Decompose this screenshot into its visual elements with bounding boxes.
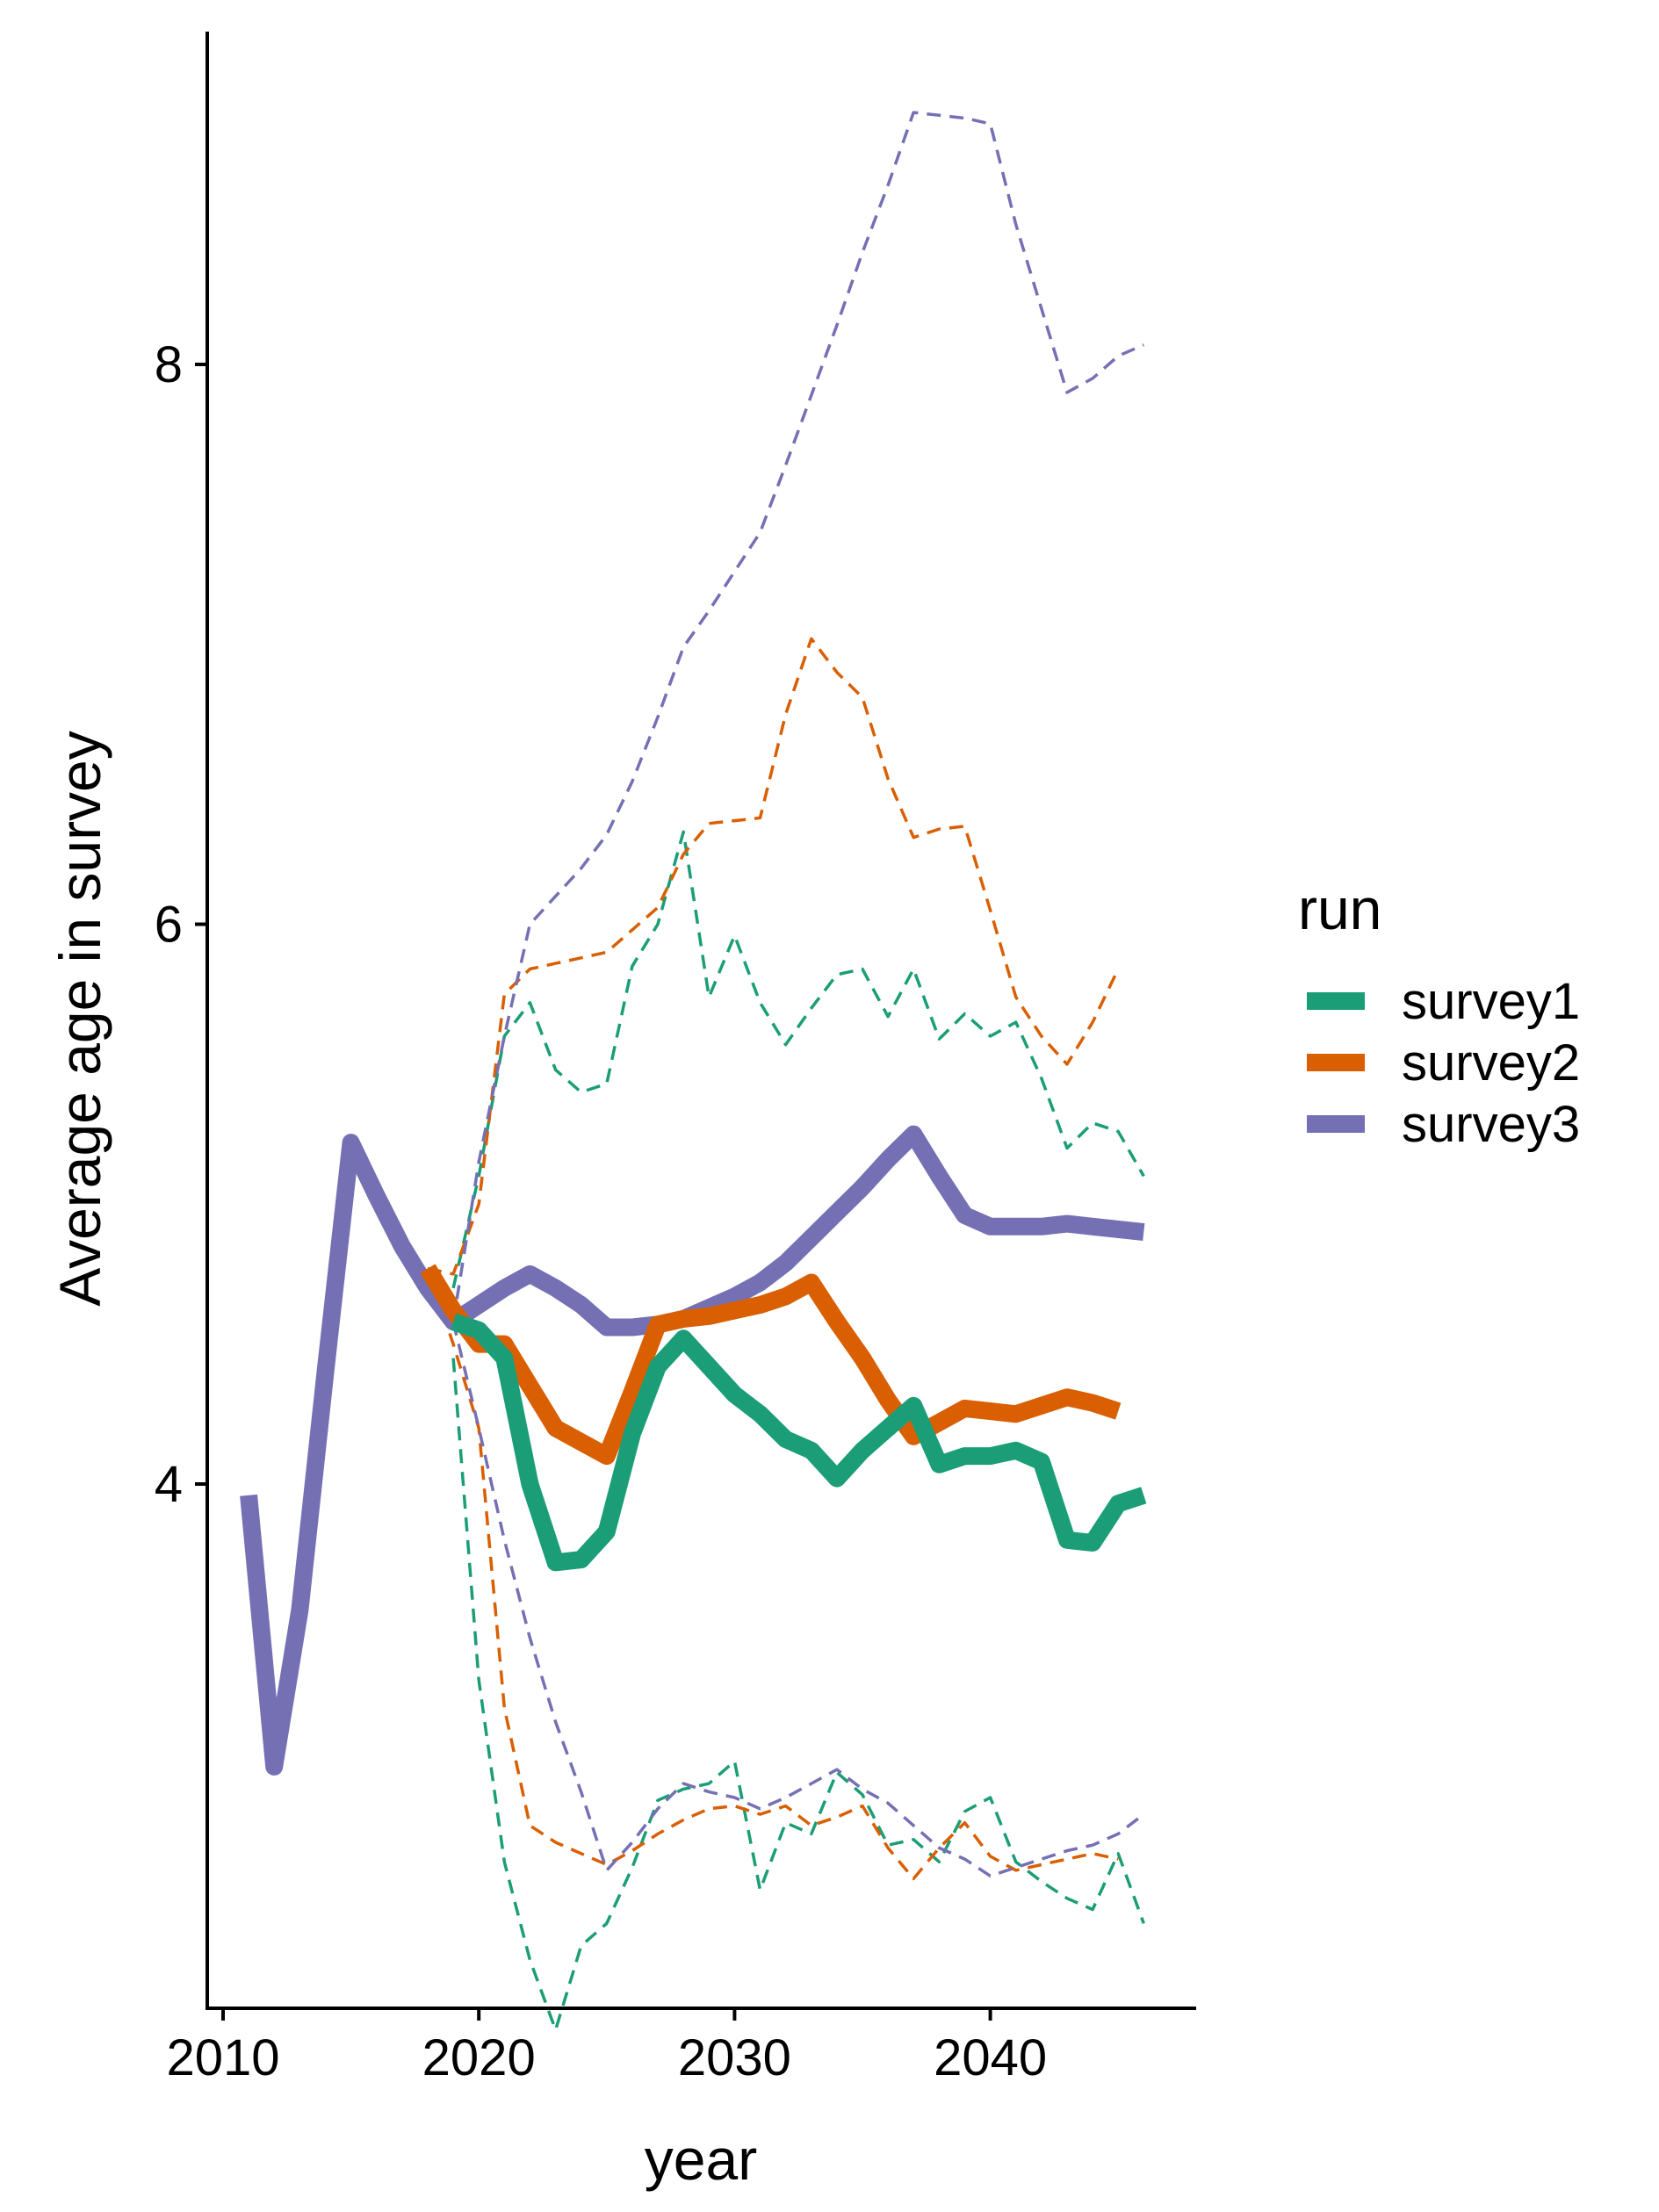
y-tick-label: 8	[155, 336, 183, 393]
survey3-upper-line	[451, 111, 1145, 1322]
x-axis-title: year	[645, 2127, 757, 2192]
survey2-lower-line	[426, 1268, 1119, 1881]
x-axis-ticks: 2010 2020 2030 2040	[166, 2008, 1047, 2086]
y-axis-title: Average age in survey	[47, 731, 112, 1307]
survey1-mean-line	[450, 1313, 1147, 1572]
survey1-upper-line	[451, 830, 1145, 1289]
x-tick-label: 2010	[166, 2029, 279, 2086]
y-tick-label: 6	[155, 897, 183, 954]
survey2-mean-line	[420, 1264, 1122, 1466]
legend-label-survey3: survey3	[1402, 1096, 1580, 1153]
legend-title: run	[1298, 876, 1381, 941]
survey2-upper-line	[427, 637, 1120, 1276]
legend-label-survey2: survey2	[1402, 1034, 1580, 1092]
survey3-lower-line	[451, 1321, 1145, 1878]
x-tick-label: 2040	[934, 2029, 1047, 2086]
legend-label-survey1: survey1	[1402, 973, 1580, 1030]
x-tick-label: 2030	[678, 2029, 791, 2086]
survey1-lower-line	[451, 1358, 1145, 2032]
y-axis-ticks: 4 6 8	[155, 336, 207, 1513]
y-tick-label: 4	[155, 1456, 183, 1513]
x-tick-label: 2020	[422, 2029, 536, 2086]
plot-area	[240, 111, 1147, 2032]
